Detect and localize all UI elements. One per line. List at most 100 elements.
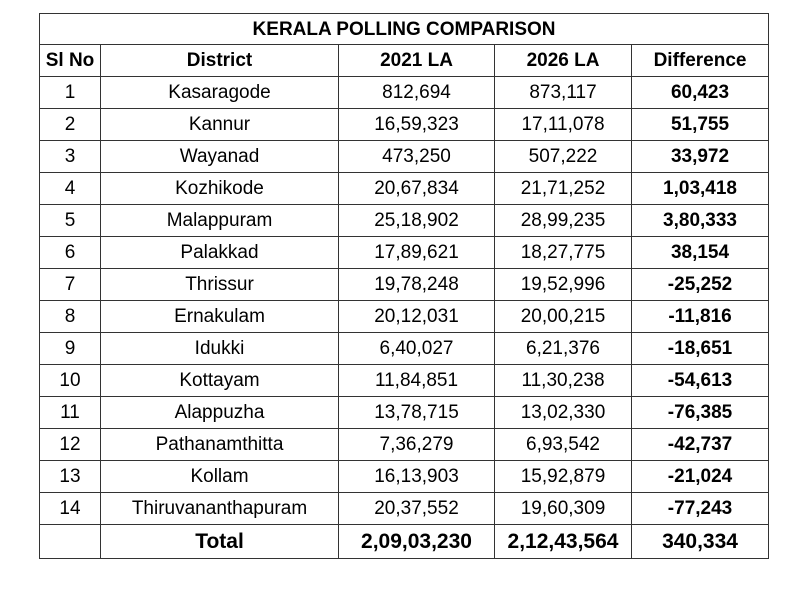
- table-row: 6 Palakkad 17,89,621 18,27,775 38,154: [39, 236, 770, 269]
- table-title: KERALA POLLING COMPARISON: [38, 13, 770, 45]
- title-row: KERALA POLLING COMPARISON: [38, 13, 770, 45]
- total-label: Total: [100, 524, 339, 559]
- table-row: 4 Kozhikode 20,67,834 21,71,252 1,03,418: [39, 172, 770, 205]
- cell-difference: 1,03,418: [630, 172, 770, 205]
- cell-district: Idukki: [100, 332, 339, 365]
- total-row: Total 2,09,03,230 2,12,43,564 340,334: [39, 524, 770, 559]
- cell-district: Wayanad: [100, 140, 339, 173]
- cell-2026-la: 507,222: [494, 140, 632, 173]
- cell-2021-la: 7,36,279: [338, 428, 495, 461]
- cell-difference: -11,816: [630, 300, 770, 333]
- cell-sl-no: 8: [39, 300, 101, 333]
- polling-comparison-table: KERALA POLLING COMPARISON Sl No District…: [38, 13, 770, 559]
- cell-2026-la: 21,71,252: [494, 172, 632, 205]
- cell-2026-la: 17,11,078: [494, 108, 632, 141]
- cell-2021-la: 17,89,621: [338, 236, 495, 269]
- column-header-difference: Difference: [630, 44, 770, 77]
- column-header-sl-no: Sl No: [39, 44, 101, 77]
- cell-difference: 60,423: [630, 76, 770, 109]
- table-row: 9 Idukki 6,40,027 6,21,376 -18,651: [39, 332, 770, 365]
- cell-sl-no: 2: [39, 108, 101, 141]
- cell-2021-la: 16,13,903: [338, 460, 495, 493]
- cell-district: Thrissur: [100, 268, 339, 301]
- cell-2021-la: 6,40,027: [338, 332, 495, 365]
- cell-sl-no: 6: [39, 236, 101, 269]
- column-header-district: District: [100, 44, 339, 77]
- cell-difference: 3,80,333: [630, 204, 770, 237]
- cell-district: Alappuzha: [100, 396, 339, 429]
- table-row: 1 Kasaragode 812,694 873,117 60,423: [39, 76, 770, 109]
- cell-district: Kozhikode: [100, 172, 339, 205]
- cell-difference: -21,024: [630, 460, 770, 493]
- cell-difference: -25,252: [630, 268, 770, 301]
- cell-sl-no: 9: [39, 332, 101, 365]
- total-2026-la: 2,12,43,564: [494, 524, 632, 559]
- cell-sl-no: 10: [39, 364, 101, 397]
- table-row: 11 Alappuzha 13,78,715 13,02,330 -76,385: [39, 396, 770, 429]
- cell-sl-no: 4: [39, 172, 101, 205]
- cell-2026-la: 28,99,235: [494, 204, 632, 237]
- cell-difference: 51,755: [630, 108, 770, 141]
- cell-2021-la: 812,694: [338, 76, 495, 109]
- total-difference: 340,334: [630, 524, 770, 559]
- table-row: 14 Thiruvananthapuram 20,37,552 19,60,309 -7…: [39, 492, 770, 525]
- table-body: 1 Kasaragode 812,694 873,117 60,423 2 Kannur 16…: [39, 76, 770, 525]
- cell-district: Malappuram: [100, 204, 339, 237]
- cell-2021-la: 16,59,323: [338, 108, 495, 141]
- cell-difference: -18,651: [630, 332, 770, 365]
- cell-sl-no: 12: [39, 428, 101, 461]
- cell-sl-no: 7: [39, 268, 101, 301]
- column-header-2026-la: 2026 LA: [494, 44, 632, 77]
- table-row: 5 Malappuram 25,18,902 28,99,235 3,80,333: [39, 204, 770, 237]
- cell-2026-la: 19,52,996: [494, 268, 632, 301]
- header-row: Sl No District 2021 LA 2026 LA Differenc…: [39, 44, 770, 77]
- cell-sl-no: 13: [39, 460, 101, 493]
- cell-2021-la: 473,250: [338, 140, 495, 173]
- cell-district: Kasaragode: [100, 76, 339, 109]
- cell-difference: -42,737: [630, 428, 770, 461]
- cell-2021-la: 20,37,552: [338, 492, 495, 525]
- cell-sl-no: 5: [39, 204, 101, 237]
- cell-2026-la: 6,21,376: [494, 332, 632, 365]
- cell-2026-la: 6,93,542: [494, 428, 632, 461]
- cell-2026-la: 20,00,215: [494, 300, 632, 333]
- total-empty-cell: [39, 524, 101, 559]
- column-header-2021-la: 2021 LA: [338, 44, 495, 77]
- cell-district: Kollam: [100, 460, 339, 493]
- table-row: 13 Kollam 16,13,903 15,92,879 -21,024: [39, 460, 770, 493]
- cell-2026-la: 873,117: [494, 76, 632, 109]
- cell-district: Thiruvananthapuram: [100, 492, 339, 525]
- cell-2021-la: 19,78,248: [338, 268, 495, 301]
- total-2021-la: 2,09,03,230: [338, 524, 495, 559]
- cell-sl-no: 14: [39, 492, 101, 525]
- cell-district: Pathanamthitta: [100, 428, 339, 461]
- cell-difference: 38,154: [630, 236, 770, 269]
- cell-sl-no: 3: [39, 140, 101, 173]
- table-row: 12 Pathanamthitta 7,36,279 6,93,542 -42,737: [39, 428, 770, 461]
- table-row: 2 Kannur 16,59,323 17,11,078 51,755: [39, 108, 770, 141]
- cell-sl-no: 1: [39, 76, 101, 109]
- cell-district: Palakkad: [100, 236, 339, 269]
- cell-difference: 33,972: [630, 140, 770, 173]
- cell-district: Kannur: [100, 108, 339, 141]
- cell-2026-la: 18,27,775: [494, 236, 632, 269]
- cell-sl-no: 11: [39, 396, 101, 429]
- cell-difference: -76,385: [630, 396, 770, 429]
- cell-district: Ernakulam: [100, 300, 339, 333]
- cell-2026-la: 13,02,330: [494, 396, 632, 429]
- cell-difference: -54,613: [630, 364, 770, 397]
- table-row: 3 Wayanad 473,250 507,222 33,972: [39, 140, 770, 173]
- cell-2021-la: 25,18,902: [338, 204, 495, 237]
- table-row: 10 Kottayam 11,84,851 11,30,238 -54,613: [39, 364, 770, 397]
- cell-district: Kottayam: [100, 364, 339, 397]
- cell-2021-la: 20,12,031: [338, 300, 495, 333]
- cell-2026-la: 15,92,879: [494, 460, 632, 493]
- cell-2021-la: 20,67,834: [338, 172, 495, 205]
- cell-difference: -77,243: [630, 492, 770, 525]
- table-row: 7 Thrissur 19,78,248 19,52,996 -25,252: [39, 268, 770, 301]
- cell-2026-la: 19,60,309: [494, 492, 632, 525]
- cell-2026-la: 11,30,238: [494, 364, 632, 397]
- table-row: 8 Ernakulam 20,12,031 20,00,215 -11,816: [39, 300, 770, 333]
- cell-2021-la: 11,84,851: [338, 364, 495, 397]
- cell-2021-la: 13,78,715: [338, 396, 495, 429]
